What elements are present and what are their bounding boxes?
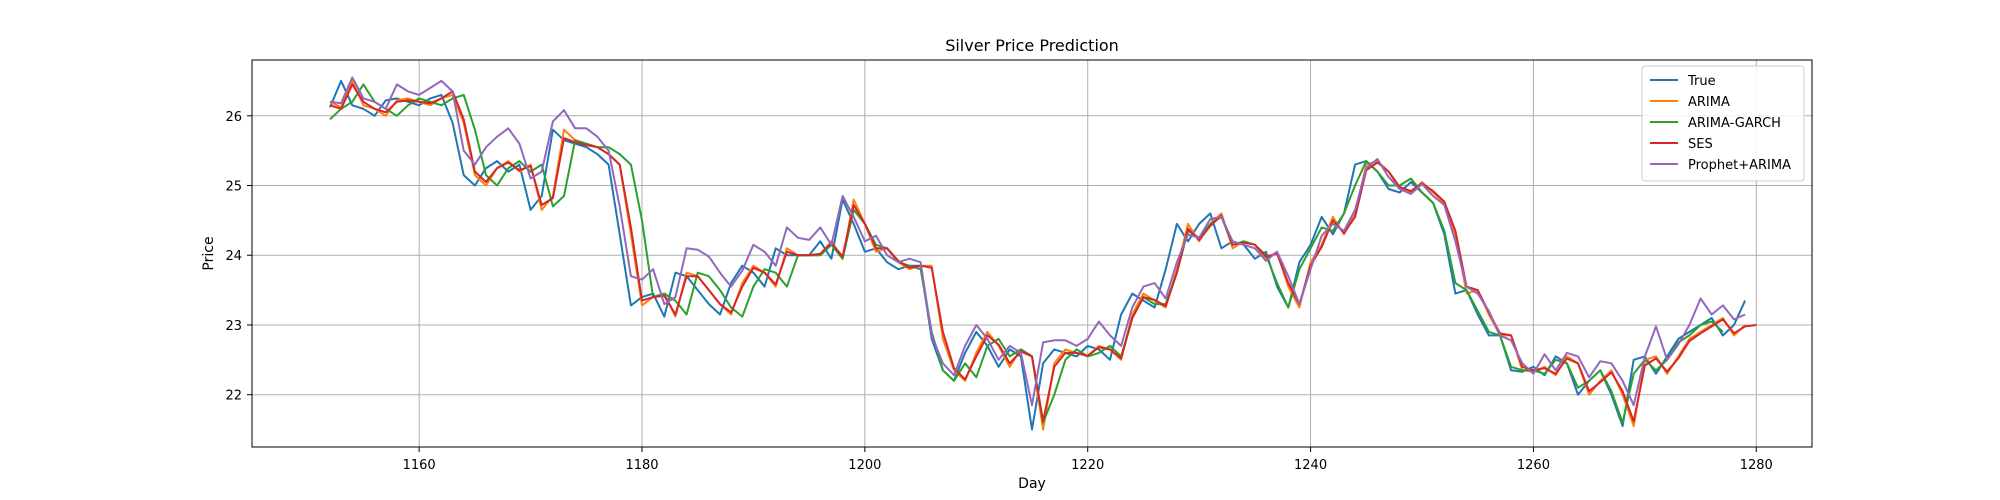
legend-entry: Prophet+ARIMA (1688, 158, 1791, 173)
x-tick-label: 1200 (848, 458, 881, 473)
legend-box (1641, 65, 1805, 182)
grid (252, 60, 1812, 447)
x-tick-label: 1160 (403, 458, 436, 473)
y-tick-label: 24 (225, 249, 242, 264)
legend-entry: True (1687, 74, 1716, 89)
x-axis-label: Day (1018, 476, 1046, 492)
series-lines (329, 76, 1757, 431)
y-tick-label: 26 (225, 110, 242, 125)
y-tick-label: 22 (225, 389, 242, 404)
legend: True ARIMA ARIMA-GARCH SES Prophet+ARIMA (1641, 65, 1805, 182)
legend-entry: ARIMA (1688, 95, 1730, 110)
legend-entry: ARIMA-GARCH (1688, 116, 1781, 131)
chart-title: Silver Price Prediction (945, 36, 1119, 55)
y-tick-label: 23 (225, 319, 242, 334)
plot-frame (251, 59, 1813, 448)
legend-entry: SES (1688, 137, 1713, 152)
axis-ticks: 1160 1180 1200 1220 1240 1260 1280 22 23 24 25 26 (225, 110, 1772, 473)
series-line-prophet-arima (329, 76, 1746, 407)
x-tick-label: 1280 (1740, 458, 1773, 473)
y-axis-label: Price (201, 236, 217, 270)
x-tick-label: 1240 (1294, 458, 1327, 473)
y-tick-label: 25 (225, 180, 242, 195)
x-tick-label: 1180 (625, 458, 658, 473)
x-tick-label: 1220 (1071, 458, 1104, 473)
x-tick-label: 1260 (1517, 458, 1550, 473)
